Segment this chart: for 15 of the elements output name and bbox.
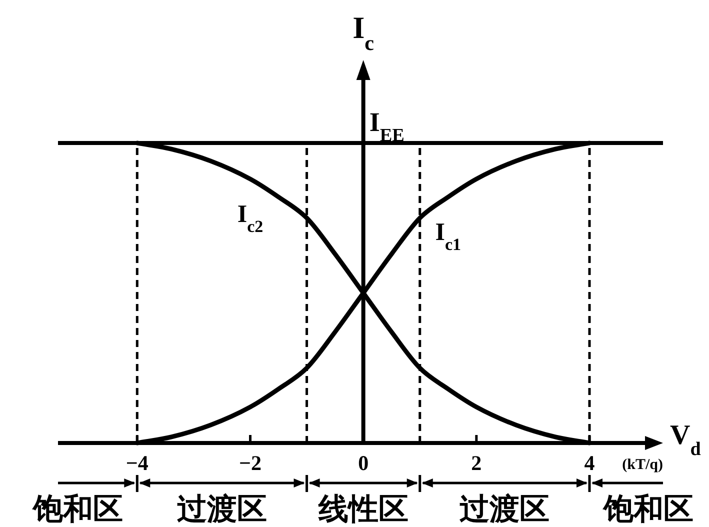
- annotation: 饱和区: [604, 493, 694, 526]
- series-name: I$_{c1}$: [435, 219, 462, 254]
- x-tick-label: 0: [358, 451, 369, 475]
- ref-line-label: I$_{EE}$: [369, 107, 404, 145]
- x-tick-label: 2: [471, 451, 482, 475]
- series-name: I$_{c2}$: [237, 201, 264, 236]
- annotation: 线性区: [318, 493, 408, 526]
- x-axis-title: V$_{d}$ (kT/q): [622, 420, 701, 473]
- annotation: 饱和区: [33, 493, 124, 526]
- x-tick-label: −4: [126, 451, 148, 475]
- annotation: 过渡区: [176, 493, 267, 526]
- x-tick-label: 4: [584, 451, 595, 475]
- x-tick-label: −2: [239, 451, 262, 475]
- annotation: 过渡区: [460, 493, 550, 526]
- y-axis-title: I$_{c}$: [352, 10, 374, 55]
